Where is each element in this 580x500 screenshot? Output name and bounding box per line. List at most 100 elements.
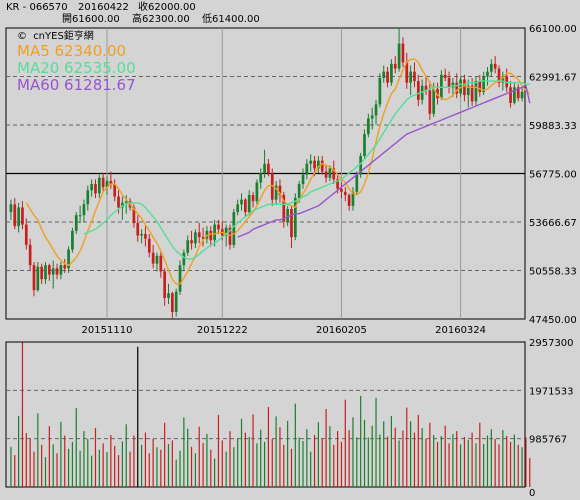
candle-body [513, 87, 516, 103]
candle [409, 65, 412, 96]
candle-body [174, 291, 178, 312]
candle-body [40, 266, 44, 280]
candle-body [194, 232, 197, 244]
volume-tick-label: 0 [529, 488, 535, 499]
candle [317, 155, 320, 174]
candle [278, 179, 282, 203]
candle [163, 268, 166, 306]
candle-body [17, 207, 20, 227]
candle-body [328, 168, 332, 178]
candle [48, 263, 51, 281]
candle-body [355, 174, 359, 192]
symbol-label: KR - 066570 [6, 2, 68, 13]
price-tick-label: 53666.67 [529, 218, 577, 229]
candle [259, 168, 263, 189]
candle-body [259, 173, 263, 183]
candle-body [313, 160, 316, 169]
candle [374, 99, 378, 125]
candle [140, 229, 143, 244]
candle [224, 224, 228, 247]
low-price-label: 低61400.00 [202, 14, 260, 25]
candle [405, 52, 409, 89]
candle-body [501, 76, 505, 83]
candle [144, 226, 147, 247]
volume-plot-frame [5, 341, 526, 488]
candle-body [63, 265, 67, 269]
candle [147, 233, 151, 258]
candle-body [132, 207, 136, 224]
candle [509, 81, 512, 108]
candle-body [370, 115, 374, 119]
candle [428, 81, 432, 121]
candle [97, 174, 101, 199]
candle-body [274, 185, 278, 200]
candle [440, 70, 443, 100]
candle-body [147, 238, 151, 253]
price-tick-label: 59883.33 [529, 121, 577, 132]
candle [397, 28, 401, 72]
candle-body [224, 227, 228, 236]
candle-body [416, 81, 420, 100]
candle [251, 191, 255, 208]
candle-body [228, 227, 232, 245]
candle-body [443, 74, 447, 78]
candle [478, 74, 482, 97]
candle-body [186, 240, 190, 253]
candle [182, 249, 186, 272]
candle [347, 193, 351, 211]
brand-watermark: © cnYES鉅亨網 [17, 29, 94, 42]
copyright-icon: © [17, 31, 27, 42]
price-tick-label: 56775.00 [529, 170, 577, 181]
candle [178, 260, 182, 295]
candle [309, 154, 313, 172]
candle-body [90, 184, 93, 191]
candle-body [167, 293, 170, 298]
candle [244, 198, 247, 217]
ma-line-ma60 [237, 84, 531, 238]
candle-body [386, 71, 389, 83]
candle [340, 182, 343, 199]
candle [382, 65, 386, 83]
volume-panel: 2957300 1971533 985767 0 [5, 338, 574, 499]
candle-body [374, 104, 378, 116]
candle-body [286, 208, 289, 222]
candle-body [86, 190, 90, 205]
candle-body [178, 265, 182, 292]
candle [24, 218, 28, 250]
candle-body [136, 223, 140, 236]
candle [474, 76, 478, 107]
candle [263, 149, 266, 178]
date-tick-label: 20151222 [197, 325, 248, 336]
candle [367, 113, 370, 138]
candle-body [297, 184, 301, 199]
candle [247, 190, 251, 216]
candle [44, 262, 47, 284]
candle [255, 179, 259, 205]
candle-body [474, 81, 478, 102]
candle [28, 238, 32, 270]
candle-body [48, 265, 51, 275]
candle-body [351, 191, 355, 206]
candle-body [436, 88, 439, 99]
candle [136, 215, 140, 242]
candle-body [197, 232, 201, 238]
candle-body [247, 194, 251, 213]
candle [174, 288, 178, 317]
candle [286, 205, 289, 227]
candle-body [59, 265, 63, 275]
candle [194, 229, 197, 249]
candle-body [105, 180, 109, 188]
candle-body [36, 266, 40, 291]
candle [51, 260, 55, 289]
candle-body [405, 62, 409, 83]
candle-body [447, 77, 451, 88]
candle-body [117, 196, 120, 208]
candle [332, 160, 336, 185]
candle [170, 291, 174, 319]
candle [290, 205, 293, 249]
candle-body [493, 63, 497, 69]
candle-body [413, 71, 416, 82]
candle-body [463, 79, 466, 96]
candle-body [317, 160, 320, 169]
candle-body [144, 233, 147, 239]
